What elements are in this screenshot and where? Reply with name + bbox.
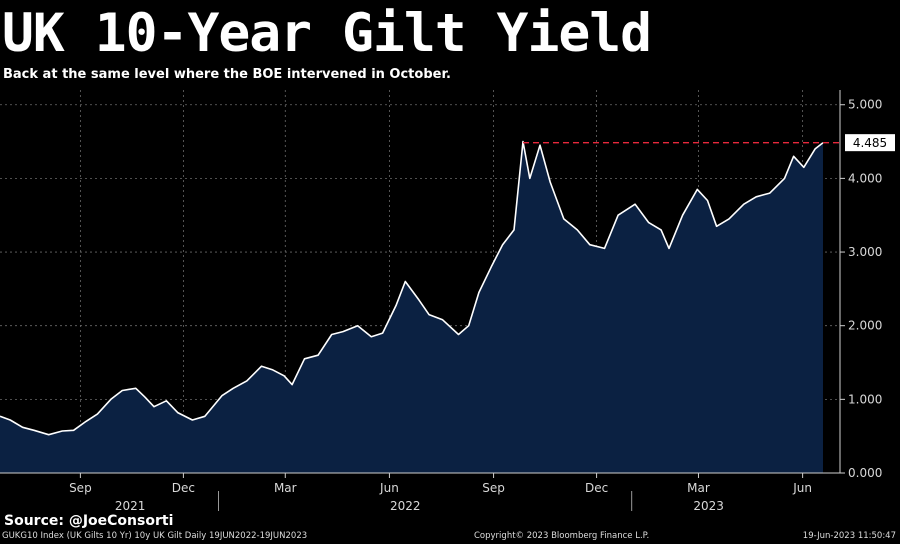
year-label: 2021	[115, 499, 146, 513]
year-label: 2022	[390, 499, 421, 513]
y-tick-label: 1.000	[848, 392, 882, 406]
x-tick-label: Jun	[792, 481, 812, 495]
timestamp-text: 19-Jun-2023 11:50:47	[802, 531, 896, 541]
y-tick-label: 0.000	[848, 466, 882, 480]
x-tick-label: Dec	[585, 481, 608, 495]
chart-title: UK 10-Year Gilt Yield	[2, 3, 652, 64]
y-tick-label: 2.000	[848, 319, 882, 333]
x-tick-label: Dec	[172, 481, 195, 495]
axes	[0, 90, 845, 511]
axis-labels: 0.000 1.000 2.000 3.000 4.000 5.000 Sep Dec Mar J…	[69, 98, 895, 513]
last-value-badge	[845, 134, 895, 152]
x-tick-label: Sep	[69, 481, 92, 495]
index-info: GUKG10 Index (UK Gilts 10 Yr) 10y UK Gil…	[2, 531, 308, 541]
chart-subtitle: Back at the same level where the BOE int…	[3, 67, 451, 82]
copyright-text: Copyright© 2023 Bloomberg Finance L.P.	[474, 531, 650, 541]
y-tick-label: 3.000	[848, 245, 882, 259]
series-area	[0, 141, 823, 473]
x-tick-label: Mar	[687, 481, 710, 495]
year-label: 2023	[693, 499, 724, 513]
series-line	[0, 140, 824, 436]
x-tick-label: Mar	[274, 481, 297, 495]
y-tick-label: 4.000	[848, 171, 882, 185]
y-tick-label: 5.000	[848, 98, 882, 112]
last-value-label: 4.485	[853, 136, 887, 150]
source-credit: Source: @JoeConsorti	[4, 513, 174, 529]
x-tick-label: Sep	[482, 481, 505, 495]
x-tick-label: Jun	[379, 481, 399, 495]
